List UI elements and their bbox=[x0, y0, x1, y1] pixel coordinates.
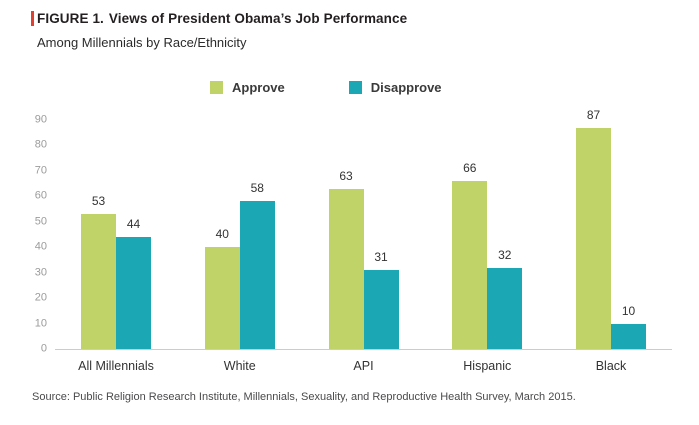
legend-swatch-icon bbox=[210, 81, 223, 94]
y-tick-label: 80 bbox=[34, 138, 47, 151]
y-tick-label: 10 bbox=[34, 317, 47, 330]
disapprove-bar: 10 bbox=[611, 304, 646, 349]
y-tick-label: 70 bbox=[34, 164, 47, 177]
figure-header: FIGURE 1. Views of President Obama’s Job … bbox=[31, 10, 407, 51]
bar-value-label: 63 bbox=[339, 169, 353, 183]
bar-value-label: 40 bbox=[215, 227, 229, 241]
legend-swatch-icon bbox=[348, 81, 362, 94]
legend-label: Disapprove bbox=[370, 80, 442, 95]
approve-bar: 66 bbox=[452, 161, 488, 349]
bar-group-white: 40 58 White bbox=[204, 120, 275, 373]
legend-label: Approve bbox=[232, 80, 285, 95]
bar-group-hispanic: 66 32 Hispanic bbox=[452, 120, 523, 373]
figure-label: FIGURE 1. bbox=[37, 11, 104, 26]
category-label: Hispanic bbox=[463, 359, 512, 373]
figure-subtitle: Among Millennials by Race/Ethnicity bbox=[37, 35, 247, 50]
bar-group-api: 63 31 API bbox=[328, 120, 399, 373]
category-label: All Millennials bbox=[78, 359, 154, 373]
category-label: White bbox=[223, 359, 256, 373]
approve-bar: 87 bbox=[576, 108, 611, 349]
chart-legend: Approve Disapprove bbox=[210, 80, 442, 95]
disapprove-bar: 31 bbox=[363, 250, 399, 349]
bar-value-label: 87 bbox=[586, 108, 601, 122]
category-label: API bbox=[353, 359, 374, 373]
bar-value-label: 10 bbox=[621, 304, 636, 318]
approve-bar: 63 bbox=[328, 169, 364, 349]
y-tick-label: 90 bbox=[34, 113, 47, 126]
figure-title: FIGURE 1. Views of President Obama’s Job … bbox=[37, 10, 407, 27]
approve-bar: 40 bbox=[204, 227, 240, 349]
disapprove-bar: 44 bbox=[116, 217, 151, 349]
disapprove-bar: 32 bbox=[487, 248, 523, 349]
y-tick-label: 60 bbox=[34, 189, 47, 202]
bar-value-label: 58 bbox=[250, 181, 264, 195]
bar-value-label: 32 bbox=[498, 248, 512, 262]
approve-bar: 53 bbox=[81, 194, 116, 349]
figure-title-block: FIGURE 1. Views of President Obama’s Job … bbox=[37, 10, 407, 51]
legend-item-approve: Approve bbox=[210, 80, 285, 95]
y-tick-label: 20 bbox=[34, 291, 47, 304]
y-tick-label: 30 bbox=[34, 266, 47, 279]
bar-value-label: 31 bbox=[374, 250, 388, 264]
y-tick-label: 40 bbox=[34, 240, 47, 253]
disapprove-bar: 58 bbox=[239, 181, 275, 349]
bar-group-all-millennials: 53 44 All Millennials bbox=[78, 120, 154, 373]
legend-item-disapprove: Disapprove bbox=[348, 80, 442, 95]
y-tick-label: 0 bbox=[40, 342, 47, 355]
bar-group-black: 87 10 Black bbox=[576, 108, 646, 373]
y-tick-label: 50 bbox=[34, 215, 47, 228]
red-accent-bar bbox=[31, 11, 34, 26]
bar-value-label: 44 bbox=[126, 217, 141, 231]
figure-title-text: Views of President Obama’s Job Performan… bbox=[108, 11, 408, 26]
source-note: Source: Public Religion Research Institu… bbox=[32, 391, 576, 403]
bar-value-label: 66 bbox=[463, 161, 477, 175]
plot-area: 0 10 20 30 40 50 60 70 80 90 53 44 All Millennials 4… bbox=[35, 108, 672, 373]
bar-series-container: 53 44 All Millennials 40 58 White 63 31 API 66 32 H… bbox=[55, 108, 672, 373]
y-axis: 0 10 20 30 40 50 60 70 80 90 bbox=[21, 114, 47, 354]
bar-value-label: 53 bbox=[91, 194, 106, 208]
category-label: Black bbox=[595, 359, 627, 373]
